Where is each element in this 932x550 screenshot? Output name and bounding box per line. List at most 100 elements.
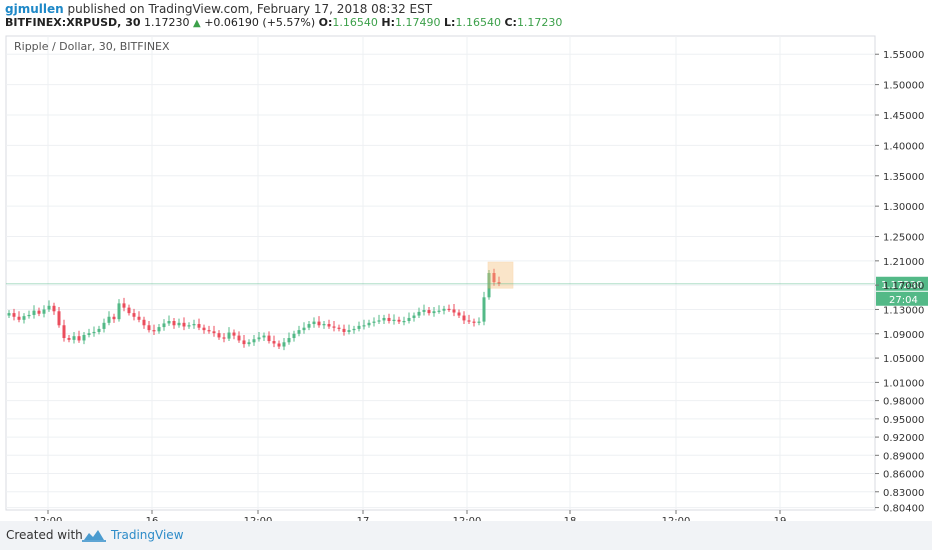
candle-body [52, 305, 56, 312]
tradingview-brand-link[interactable]: TradingView [111, 528, 184, 542]
candle-body [327, 324, 331, 327]
y-tick-label: 1.55000 [883, 50, 924, 61]
candle-body [497, 282, 501, 284]
last-price-text: 1.17230 [144, 16, 190, 29]
candle-body [172, 321, 176, 326]
candle-body [242, 340, 246, 345]
candle-body [162, 323, 166, 328]
candle-body [247, 342, 251, 345]
tradingview-logo-icon[interactable] [82, 527, 106, 543]
candle-body [142, 319, 146, 326]
candle-body [212, 331, 216, 334]
x-tick-label: 18 [564, 516, 577, 521]
candle-body [227, 332, 231, 339]
candle-body [407, 317, 411, 322]
candle-body [462, 315, 466, 321]
up-arrow-icon: ▲ [193, 18, 201, 29]
close-label: C: [504, 16, 517, 29]
time-axis[interactable]: 12:00 16 12:00 17 12:00 18 12:00 19 [34, 510, 787, 521]
y-tick-label: 1.40000 [883, 141, 924, 152]
y-tick-label: 0.89000 [883, 451, 924, 462]
publisher-line: gjmullen published on TradingView.com, F… [5, 2, 432, 16]
candle-body [187, 325, 191, 327]
candle-body [372, 321, 376, 323]
y-tick-label: 0.83000 [883, 488, 924, 499]
candle-body [272, 341, 276, 344]
countdown-badge [876, 291, 928, 306]
candle-body [442, 308, 446, 311]
candle-body [402, 321, 406, 323]
created-with-text: Created with [6, 528, 83, 542]
candle-body [307, 324, 311, 328]
candle-body [57, 311, 61, 326]
candle-body [177, 322, 181, 326]
candle-body [302, 327, 306, 331]
candle-body [287, 338, 291, 343]
y-tick-label: 0.98000 [883, 397, 924, 408]
candle-body [47, 305, 51, 310]
candle-body [87, 333, 91, 335]
candle-body [417, 311, 421, 316]
candle-body [157, 327, 161, 332]
price-chart[interactable]: 1.17230 27:04 1.55000 1.50000 1.45000 1.4000… [0, 30, 932, 521]
y-tick-label: 1.25000 [883, 233, 924, 244]
candle-body [252, 339, 256, 343]
candle-body [322, 324, 326, 326]
candle-body [377, 320, 381, 322]
candle-body [147, 325, 151, 331]
candle-body [192, 324, 196, 326]
y-tick-label: 1.05000 [883, 354, 924, 365]
candle-body [337, 327, 341, 329]
high-label: H: [381, 16, 396, 29]
price-axis[interactable]: 1.55000 1.50000 1.45000 1.40000 1.35000 1.300… [875, 50, 924, 515]
candle-body [77, 336, 81, 341]
candle-body [7, 313, 11, 316]
candle-body [332, 326, 336, 328]
candle-body [492, 273, 496, 283]
candle-body [347, 330, 351, 332]
countdown-label: 27:04 [889, 295, 918, 306]
y-tick-label: 0.80400 [883, 504, 924, 515]
candle-body [427, 310, 431, 314]
open-value: 1.16540 [332, 16, 378, 29]
publisher-username[interactable]: gjmullen [5, 2, 64, 16]
candle-body [17, 316, 21, 320]
candle-body [267, 335, 271, 342]
candle-body [132, 313, 136, 317]
candle-body [27, 314, 31, 317]
candle-body [232, 332, 236, 336]
candle-body [362, 325, 366, 327]
candle-body [482, 297, 486, 322]
candle-body [117, 303, 121, 320]
y-tick-label: 1.50000 [883, 81, 924, 92]
candle-body [12, 313, 16, 317]
grid-lines [6, 36, 875, 510]
x-tick-label: 16 [146, 516, 159, 521]
y-tick-label: 1.45000 [883, 111, 924, 122]
candle-body [262, 335, 266, 338]
candle-body [222, 337, 226, 339]
candle-body [432, 311, 436, 314]
candle-body [182, 322, 186, 327]
last-price-badge [876, 276, 928, 291]
chart-title: Ripple / Dollar, 30, BITFINEX [14, 40, 170, 53]
x-tick-label: 12:00 [34, 516, 63, 521]
y-tick-label: 1.30000 [883, 202, 924, 213]
candle-body [342, 328, 346, 332]
candle-body [487, 273, 491, 298]
candle-body [412, 315, 416, 318]
y-tick-label: 0.86000 [883, 470, 924, 481]
candle-body [297, 330, 301, 334]
x-tick-label: 19 [774, 516, 787, 521]
candle-body [207, 330, 211, 332]
candle-body [122, 303, 126, 308]
published-text: published on TradingView.com, February 1… [67, 2, 433, 16]
y-tick-label: 1.09000 [883, 330, 924, 341]
open-label: O: [318, 16, 333, 29]
y-tick-label: 1.17000 [883, 281, 924, 292]
candle-body [152, 330, 156, 332]
x-tick-label: 17 [357, 516, 370, 521]
x-tick-label: 12:00 [244, 516, 273, 521]
candle-body [367, 322, 371, 326]
candle-body [37, 310, 41, 314]
